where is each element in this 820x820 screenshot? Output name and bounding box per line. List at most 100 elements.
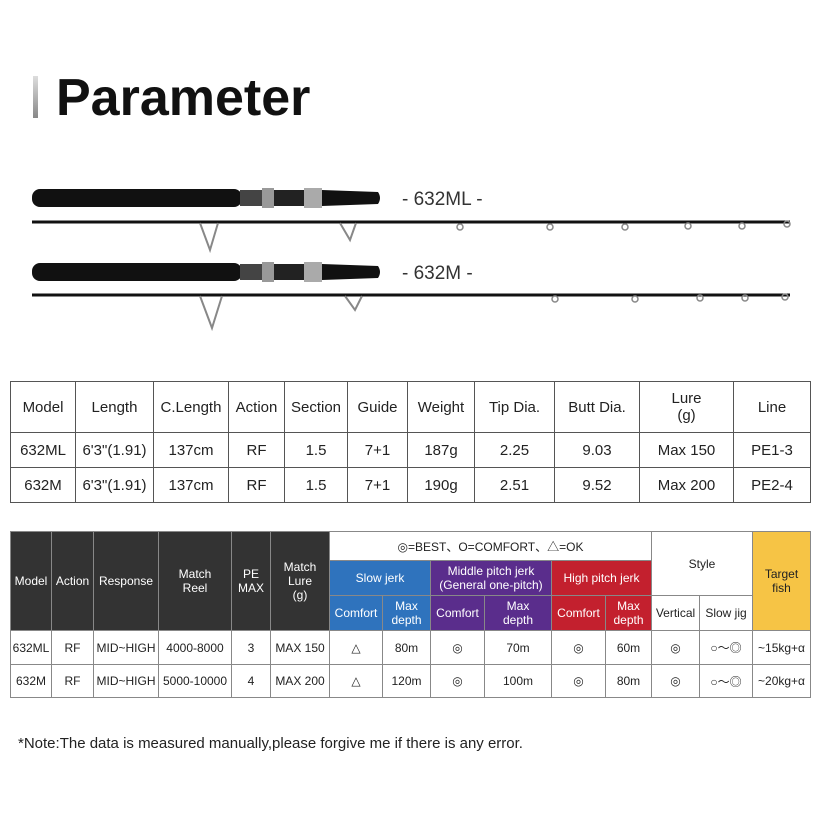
cell: MID~HIGH bbox=[93, 664, 159, 698]
header-cell: Weight bbox=[407, 381, 475, 433]
cell: MAX 200 bbox=[270, 664, 330, 698]
cell: 187g bbox=[407, 432, 475, 468]
cell: RF bbox=[228, 432, 285, 468]
header-cell: Match Lure (g) bbox=[270, 531, 330, 631]
cell: 7+1 bbox=[347, 467, 408, 503]
cell: 2.25 bbox=[474, 432, 555, 468]
header-cell: Model bbox=[10, 381, 76, 433]
cell: MAX 150 bbox=[270, 630, 330, 665]
cell: ◎ bbox=[551, 664, 606, 698]
header-cell: Guide bbox=[347, 381, 408, 433]
group-header: Slow jerk bbox=[329, 560, 431, 596]
cell: 632ML bbox=[10, 432, 76, 468]
cell: 80m bbox=[382, 630, 431, 665]
header-cell: Line bbox=[733, 381, 811, 433]
header-cell: Length bbox=[75, 381, 154, 433]
note: *Note:The data is measured manually,plea… bbox=[18, 735, 523, 752]
cell: 6'3"(1.91) bbox=[75, 432, 154, 468]
rod-illustration bbox=[32, 188, 791, 332]
cell: △ bbox=[329, 664, 383, 698]
cell: 120m bbox=[382, 664, 431, 698]
cell: ~15kg+α bbox=[752, 630, 812, 665]
table-row: Model Length C.Length Action Section Guide Wei… bbox=[10, 381, 811, 433]
cell: 2.51 bbox=[474, 467, 555, 503]
cell: 1.5 bbox=[284, 432, 348, 468]
cell: Max 150 bbox=[639, 432, 734, 468]
cell: ◎ bbox=[651, 630, 701, 665]
cell: ○〜◎ bbox=[699, 630, 754, 665]
cell: ◎ bbox=[651, 664, 701, 698]
cell: 5000-10000 bbox=[158, 664, 232, 698]
cell: 9.03 bbox=[554, 432, 640, 468]
sub-header: Max depth bbox=[484, 595, 552, 631]
cell: 6'3"(1.91) bbox=[75, 467, 154, 503]
cell: 4000-8000 bbox=[158, 630, 232, 665]
cell: PE2-4 bbox=[733, 467, 811, 503]
group-header: High pitch jerk bbox=[550, 560, 653, 596]
sub-header: Vertical bbox=[651, 595, 701, 631]
sub-header: Comfort bbox=[430, 595, 485, 631]
header-cell: Model bbox=[10, 531, 52, 631]
cell: 632M bbox=[10, 664, 52, 698]
cell: 4 bbox=[231, 664, 271, 698]
header-cell: Action bbox=[51, 531, 94, 631]
header-cell: Style bbox=[651, 531, 754, 596]
header-cell: Match Reel bbox=[158, 531, 232, 631]
cell: PE1-3 bbox=[733, 432, 811, 468]
cell: ◎ bbox=[430, 630, 485, 665]
cell: 1.5 bbox=[284, 467, 348, 503]
sub-header: Comfort bbox=[329, 595, 383, 631]
cell: 190g bbox=[407, 467, 475, 503]
cell: RF bbox=[51, 630, 94, 665]
cell: ~20kg+α bbox=[752, 664, 812, 698]
rod bbox=[32, 188, 791, 254]
header-cell: Target fish bbox=[752, 531, 812, 631]
cell: 100m bbox=[484, 664, 552, 698]
header-cell: C.Length bbox=[153, 381, 229, 433]
group-header: Middle pitch jerk (General one-pitch) bbox=[430, 560, 552, 596]
cell: MID~HIGH bbox=[93, 630, 159, 665]
table-row: 632ML 6'3"(1.91) 137cm RF 1.5 7+1 187g 2.25 9.03… bbox=[10, 432, 811, 468]
sub-header: Max depth bbox=[382, 595, 431, 631]
rod-label: - 632M - bbox=[402, 263, 473, 284]
cell: RF bbox=[228, 467, 285, 503]
header-cell: Section bbox=[284, 381, 348, 433]
header-cell: Butt Dia. bbox=[554, 381, 640, 433]
cell: Max 200 bbox=[639, 467, 734, 503]
table-row: 632M 6'3"(1.91) 137cm RF 1.5 7+1 190g 2.51 9.52 M… bbox=[10, 467, 811, 503]
cell: 9.52 bbox=[554, 467, 640, 503]
cell: 632ML bbox=[10, 630, 52, 665]
cell: 632M bbox=[10, 467, 76, 503]
title-bar bbox=[33, 76, 38, 118]
cell: 7+1 bbox=[347, 432, 408, 468]
spec-table: Model Length C.Length Action Section Guide Wei… bbox=[10, 381, 811, 503]
cell: 3 bbox=[231, 630, 271, 665]
table-row: Slow jerk Middle pitch jerk (General one-… bbox=[11, 560, 811, 596]
style-table: Model Action Response Match Reel PE MAX Match… bbox=[10, 531, 812, 698]
legend-cell: ◎=BEST、O=COMFORT、△=OK bbox=[328, 531, 653, 561]
cell: 60m bbox=[604, 630, 653, 665]
cell: 137cm bbox=[153, 432, 229, 468]
cell: △ bbox=[329, 630, 383, 665]
header-cell: Tip Dia. bbox=[474, 381, 555, 433]
cell: 70m bbox=[484, 630, 552, 665]
sub-header: Slow jig bbox=[699, 595, 754, 631]
table-row: 632M RF MID~HIGH 5000-10000 4 MAX 200 △ 120m ◎ 10… bbox=[10, 664, 812, 698]
table-row: 632ML RF MID~HIGH 4000-8000 3 MAX 150 △ 80m ◎ 70m… bbox=[10, 630, 812, 665]
title: Parameter bbox=[56, 69, 311, 127]
header-cell: Action bbox=[228, 381, 285, 433]
sub-header: Comfort bbox=[551, 595, 606, 631]
cell: RF bbox=[51, 664, 94, 698]
cell: 137cm bbox=[153, 467, 229, 503]
cell: ○〜◎ bbox=[699, 664, 754, 698]
header-cell: Lure (g) bbox=[639, 381, 734, 433]
cell: ◎ bbox=[430, 664, 485, 698]
rod bbox=[32, 262, 790, 332]
cell: ◎ bbox=[551, 630, 606, 665]
header-cell: Response bbox=[93, 531, 159, 631]
cell: 80m bbox=[604, 664, 653, 698]
header-cell: PE MAX bbox=[231, 531, 271, 631]
sub-header: Max depth bbox=[604, 595, 653, 631]
rod-label: - 632ML - bbox=[402, 189, 483, 210]
